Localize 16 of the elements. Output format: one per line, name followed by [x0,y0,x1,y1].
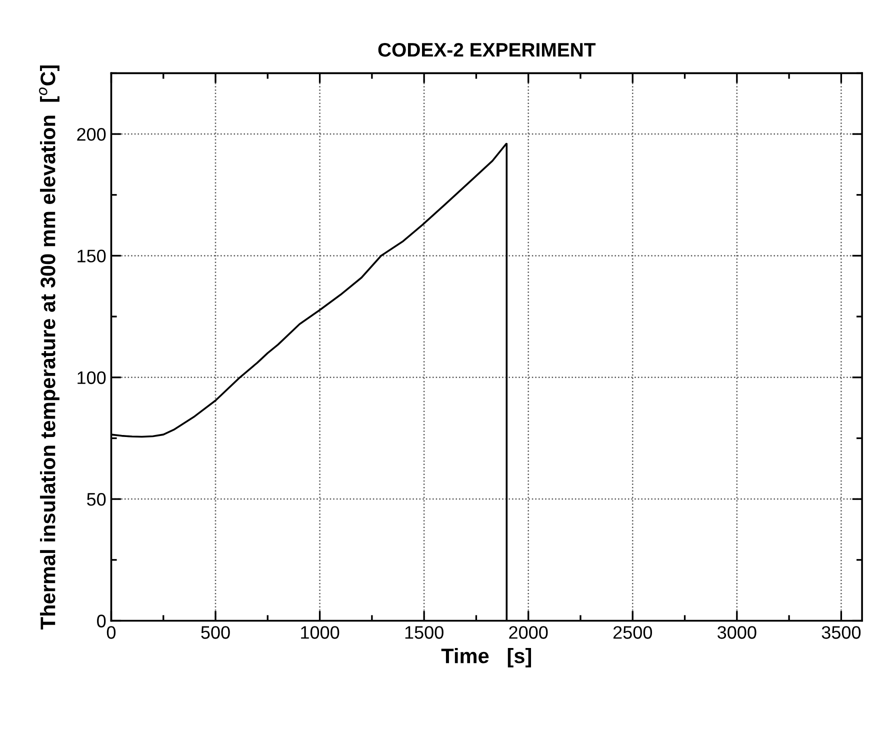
y-tick-label: 100 [78,371,106,384]
x-tick-label: 2000 [509,626,548,639]
chart-title: CODEX-2 EXPERIMENT [378,42,596,57]
y-tick-label: 0 [97,614,106,628]
x-tick-label: 1000 [301,626,340,639]
y-axis-title: Thermal insulation temperature at 300 mm elevation [$^{o}$C] [38,65,60,630]
x-tick-label: 3000 [718,626,756,639]
y-tick-label: 50 [87,492,106,506]
x-axis-title: Time [s] [441,648,532,668]
x-tick-label: 2500 [613,626,652,639]
x-tick-label: 500 [201,626,230,639]
y-tick-label: 200 [77,128,106,141]
y-tick-label: 150 [78,250,106,262]
x-tick-label: 3500 [822,626,861,639]
x-tick-label: 0 [106,626,116,639]
x-tick-label: 1500 [405,626,444,639]
